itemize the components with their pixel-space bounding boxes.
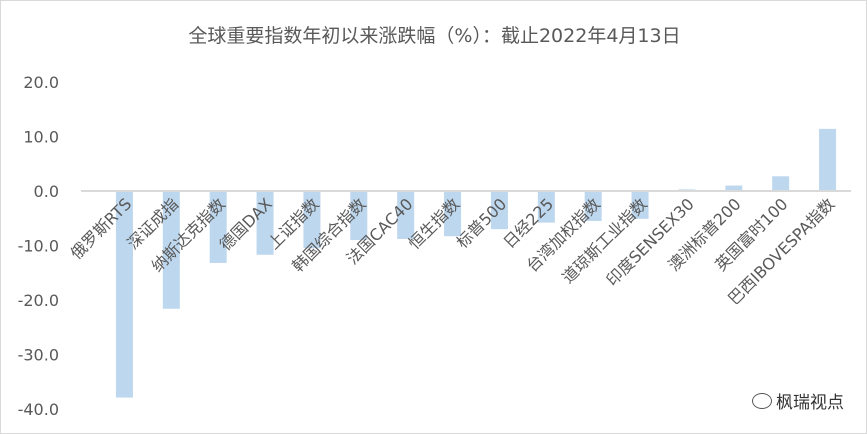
bar bbox=[303, 191, 321, 249]
y-tick-label: -10.0 bbox=[18, 237, 59, 256]
bar bbox=[584, 191, 602, 221]
y-tick-label: -40.0 bbox=[18, 400, 59, 419]
bar bbox=[209, 191, 227, 263]
bar bbox=[444, 191, 462, 237]
bar bbox=[256, 191, 274, 255]
bar bbox=[162, 191, 180, 309]
bar bbox=[490, 191, 508, 230]
watermark-text: 枫瑞视点 bbox=[776, 393, 844, 413]
bar bbox=[725, 185, 743, 191]
chart-title: 全球重要指数年初以来涨跌幅（%）：截止2022年4月13日 bbox=[188, 25, 681, 47]
bar bbox=[819, 128, 837, 191]
y-tick-label: 20.0 bbox=[23, 73, 59, 92]
bar bbox=[350, 191, 368, 241]
y-tick-label: -30.0 bbox=[18, 346, 59, 365]
y-tick-label: 10.0 bbox=[23, 128, 59, 147]
bar bbox=[115, 191, 133, 398]
bar bbox=[537, 191, 555, 223]
y-tick-label: 0.0 bbox=[34, 182, 59, 201]
wechat-icon bbox=[752, 392, 772, 409]
watermark: 枫瑞视点 bbox=[752, 388, 844, 413]
bar bbox=[772, 176, 790, 191]
bar bbox=[397, 191, 415, 239]
bar bbox=[631, 191, 649, 219]
y-tick-label: -20.0 bbox=[18, 291, 59, 310]
